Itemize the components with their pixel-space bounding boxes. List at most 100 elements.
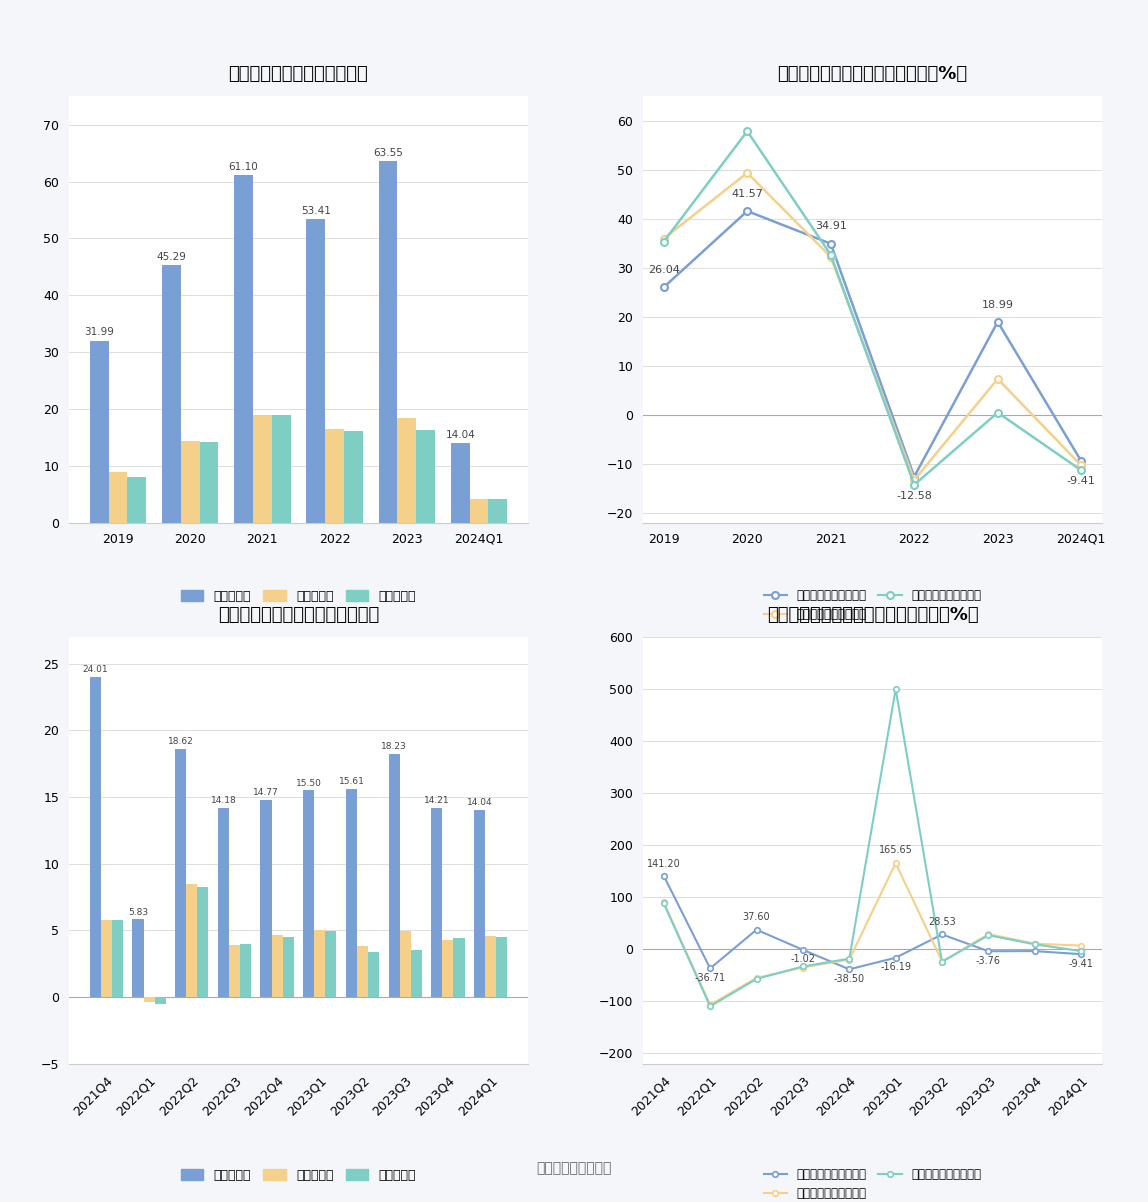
营业总收入同比增长率 — [750, 922, 763, 936]
Bar — [325, 932, 336, 998]
Bar — [176, 749, 186, 998]
Bar — [307, 219, 325, 523]
Text: -9.41: -9.41 — [1069, 959, 1094, 969]
Bar — [369, 952, 379, 998]
Text: 15.61: 15.61 — [339, 778, 364, 786]
Text: 14.18: 14.18 — [210, 797, 236, 805]
归母净利润同比增长率 — [889, 856, 902, 870]
营业总收入同比增长率 — [843, 962, 856, 976]
营业总收入同比增长率 — [1027, 944, 1041, 958]
Bar — [240, 945, 251, 998]
Bar — [397, 418, 417, 523]
Bar — [357, 946, 369, 998]
营业总收入同比增长率 — [936, 927, 949, 941]
Line: 营业总收入同比增长率: 营业总收入同比增长率 — [660, 208, 1085, 480]
归母净利润同比增长率 — [704, 998, 718, 1012]
Text: 14.04: 14.04 — [445, 429, 475, 440]
Legend: 营业总收入同比增长率, 归母净利润同比增长率, 扣非净利润同比增长率: 营业总收入同比增长率, 归母净利润同比增长率, 扣非净利润同比增长率 — [759, 584, 986, 625]
Text: 31.99: 31.99 — [84, 327, 114, 338]
Bar — [186, 885, 197, 998]
扣非净利润同比增长率 — [936, 954, 949, 969]
营业总收入同比增长率 — [657, 869, 670, 883]
Text: -9.41: -9.41 — [1066, 476, 1095, 486]
Text: 24.01: 24.01 — [83, 665, 108, 674]
Bar — [496, 938, 507, 998]
Text: 61.10: 61.10 — [228, 162, 258, 172]
归母净利润同比增长率 — [1027, 936, 1041, 951]
归母净利润同比增长率 — [907, 472, 921, 487]
归母净利润同比增长率 — [843, 952, 856, 966]
Text: 数据来源：恒生聚源: 数据来源：恒生聚源 — [536, 1161, 612, 1174]
Bar — [162, 266, 180, 523]
营业总收入同比增长率 — [657, 280, 670, 294]
Legend: 营业总收入, 归母净利润, 扣非净利润: 营业总收入, 归母净利润, 扣非净利润 — [176, 584, 421, 607]
营业总收入同比增长率 — [796, 942, 809, 957]
扣非净利润同比增长率 — [1027, 938, 1041, 952]
Bar — [101, 920, 113, 998]
Bar — [346, 789, 357, 998]
Bar — [325, 429, 344, 523]
Text: -3.76: -3.76 — [976, 956, 1001, 966]
Text: 63.55: 63.55 — [373, 148, 403, 157]
归母净利润同比增长率 — [824, 250, 838, 264]
Text: -12.58: -12.58 — [897, 492, 932, 501]
Bar — [261, 801, 272, 998]
扣非净利润同比增长率 — [750, 971, 763, 986]
Bar — [132, 920, 144, 998]
Bar — [272, 935, 282, 998]
Bar — [388, 754, 400, 998]
Bar — [442, 940, 453, 998]
Bar — [272, 416, 290, 523]
Text: -16.19: -16.19 — [881, 963, 912, 972]
营业总收入同比增长率 — [1075, 947, 1088, 962]
归母净利润同比增长率 — [657, 895, 670, 910]
Bar — [470, 499, 488, 523]
归母净利润同比增长率 — [1075, 939, 1088, 953]
Bar — [344, 430, 363, 523]
归母净利润同比增长率 — [740, 166, 754, 180]
归母净利润同比增长率 — [750, 971, 763, 986]
Text: 28.53: 28.53 — [929, 917, 956, 927]
Bar — [113, 920, 123, 998]
Bar — [90, 677, 101, 998]
Bar — [234, 175, 253, 523]
扣非净利润同比增长率 — [1075, 463, 1088, 477]
营业总收入同比增长率 — [982, 944, 995, 958]
Bar — [474, 810, 484, 998]
营业总收入同比增长率 — [907, 470, 921, 484]
Bar — [488, 499, 507, 523]
Legend: 营业总收入同比增长率, 归母净利润同比增长率, 扣非净利润同比增长率: 营业总收入同比增长率, 归母净利润同比增长率, 扣非净利润同比增长率 — [759, 1164, 986, 1202]
Text: 15.50: 15.50 — [296, 779, 321, 787]
Bar — [90, 341, 109, 523]
Bar — [218, 808, 228, 998]
Bar — [200, 442, 218, 523]
Bar — [253, 415, 272, 523]
Bar — [453, 938, 465, 998]
扣非净利润同比增长率 — [824, 248, 838, 262]
扣非净利润同比增长率 — [796, 959, 809, 974]
营业总收入同比增长率 — [704, 962, 718, 976]
Text: 14.77: 14.77 — [254, 789, 279, 797]
Title: 历年营收、净利同比增长率情况（%）: 历年营收、净利同比增长率情况（%） — [777, 65, 968, 83]
Bar — [315, 930, 325, 998]
Bar — [417, 430, 435, 523]
Text: 141.20: 141.20 — [646, 858, 681, 869]
Bar — [303, 791, 315, 998]
Bar — [451, 444, 470, 523]
营业总收入同比增长率 — [991, 315, 1004, 329]
Text: 45.29: 45.29 — [156, 251, 186, 262]
Text: 53.41: 53.41 — [301, 206, 331, 215]
Text: 18.99: 18.99 — [982, 299, 1014, 310]
Bar — [484, 936, 496, 998]
扣非净利润同比增长率 — [991, 405, 1004, 419]
Text: 26.04: 26.04 — [647, 264, 680, 275]
Bar — [411, 951, 421, 998]
Bar — [432, 808, 442, 998]
Text: 14.21: 14.21 — [424, 796, 450, 805]
扣非净利润同比增长率 — [657, 897, 670, 911]
营业总收入同比增长率 — [740, 204, 754, 219]
Text: 5.83: 5.83 — [127, 908, 148, 917]
扣非净利润同比增长率 — [889, 682, 902, 696]
Bar — [144, 998, 155, 1002]
Bar — [127, 477, 146, 523]
